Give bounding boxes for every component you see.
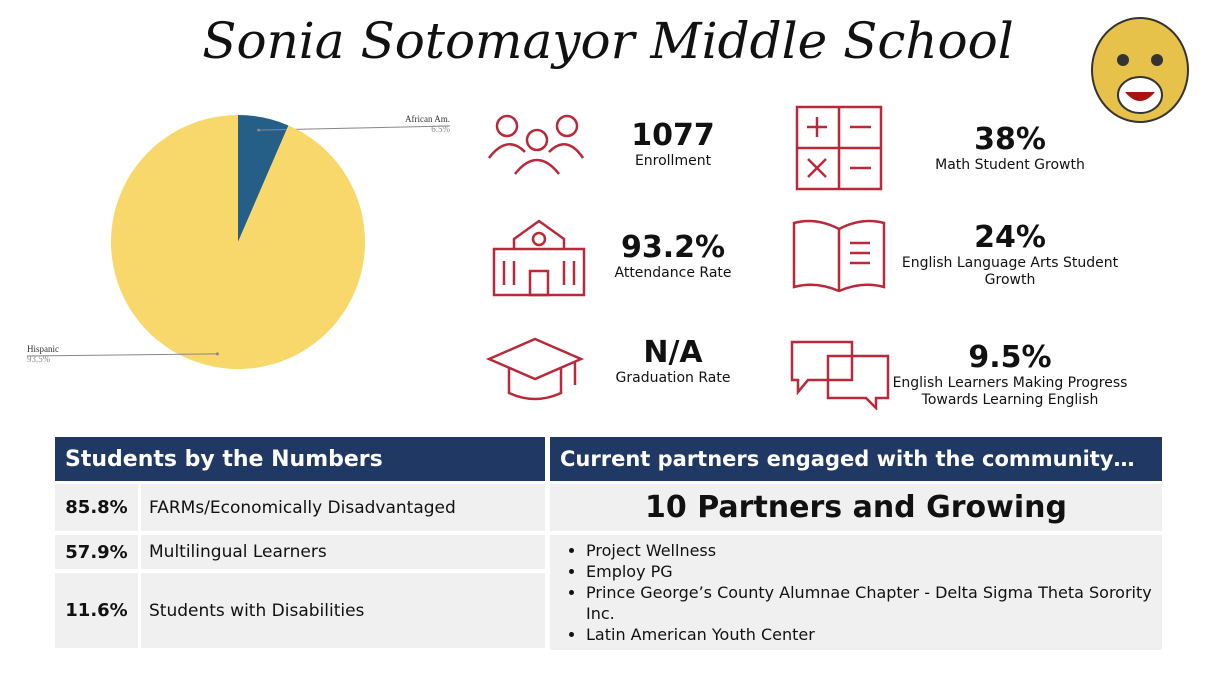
stat-label: Graduation Rate (615, 370, 731, 386)
stat-label: English Learners Making Progress Towards… (892, 375, 1128, 408)
row-value: 57.9% (55, 535, 138, 569)
slice-value-label: 93.5% (27, 354, 51, 364)
pie-slice (110, 114, 366, 369)
stat-value: 9.5% (968, 340, 1052, 375)
slice-value-label: 6.5% (431, 124, 450, 134)
page-title: Sonia Sotomayor Middle School (202, 12, 1014, 70)
row-value: 11.6% (55, 573, 138, 648)
stat: 38% Math Student Growth (890, 122, 1130, 174)
math-icon (795, 105, 883, 191)
book-icon (792, 219, 886, 293)
school-icon (492, 219, 586, 297)
enrollment-icon (488, 114, 585, 175)
stat-label: Enrollment (634, 153, 712, 169)
partners-header: Current partners engaged with the commun… (550, 437, 1162, 481)
slice-label: African Am. (405, 114, 450, 124)
stat: 93.2% Attendance Rate (583, 230, 763, 282)
stat-label: Math Student Growth (935, 157, 1085, 173)
mascot-logo (1091, 17, 1189, 123)
graduation-icon (485, 337, 585, 401)
stat: 1077 Enrollment (583, 118, 763, 170)
row-label: Students with Disabilities (141, 573, 545, 648)
partner-item: Prince George’s County Alumnae Chapter -… (586, 582, 1162, 624)
slice-label: Hispanic (27, 344, 59, 354)
partner-item: Latin American Youth Center (586, 624, 1162, 645)
stat-value: N/A (643, 335, 703, 370)
stat-value: 24% (974, 220, 1046, 255)
stat-label: English Language Arts Student Growth (901, 255, 1119, 288)
stat: N/A Graduation Rate (583, 335, 763, 387)
leader-dot (257, 128, 261, 132)
stat: 9.5% English Learners Making Progress Tow… (880, 340, 1140, 409)
row-value: 85.8% (55, 484, 138, 531)
table-header: Students by the Numbers (55, 437, 545, 481)
stat-label: Attendance Rate (614, 265, 732, 281)
speech-icon (790, 340, 890, 410)
stat-value: 93.2% (620, 230, 726, 265)
partner-item: Project Wellness (586, 540, 1162, 561)
stat-value: 38% (974, 122, 1046, 157)
row-label: Multilingual Learners (141, 535, 545, 569)
pie-slice (238, 115, 289, 242)
row-label: FARMs/Economically Disadvantaged (141, 484, 545, 531)
stat: 24% English Language Arts Student Growth (890, 220, 1130, 289)
leader-line (26, 353, 218, 357)
stat-value: 1077 (631, 118, 715, 153)
leader-dot (215, 352, 219, 356)
partners-list: Project WellnessEmploy PGPrince George’s… (550, 540, 1162, 645)
partners-list-box: Project WellnessEmploy PGPrince George’s… (550, 535, 1162, 650)
partner-item: Employ PG (586, 561, 1162, 582)
partners-headline: 10 Partners and Growing (550, 484, 1162, 531)
